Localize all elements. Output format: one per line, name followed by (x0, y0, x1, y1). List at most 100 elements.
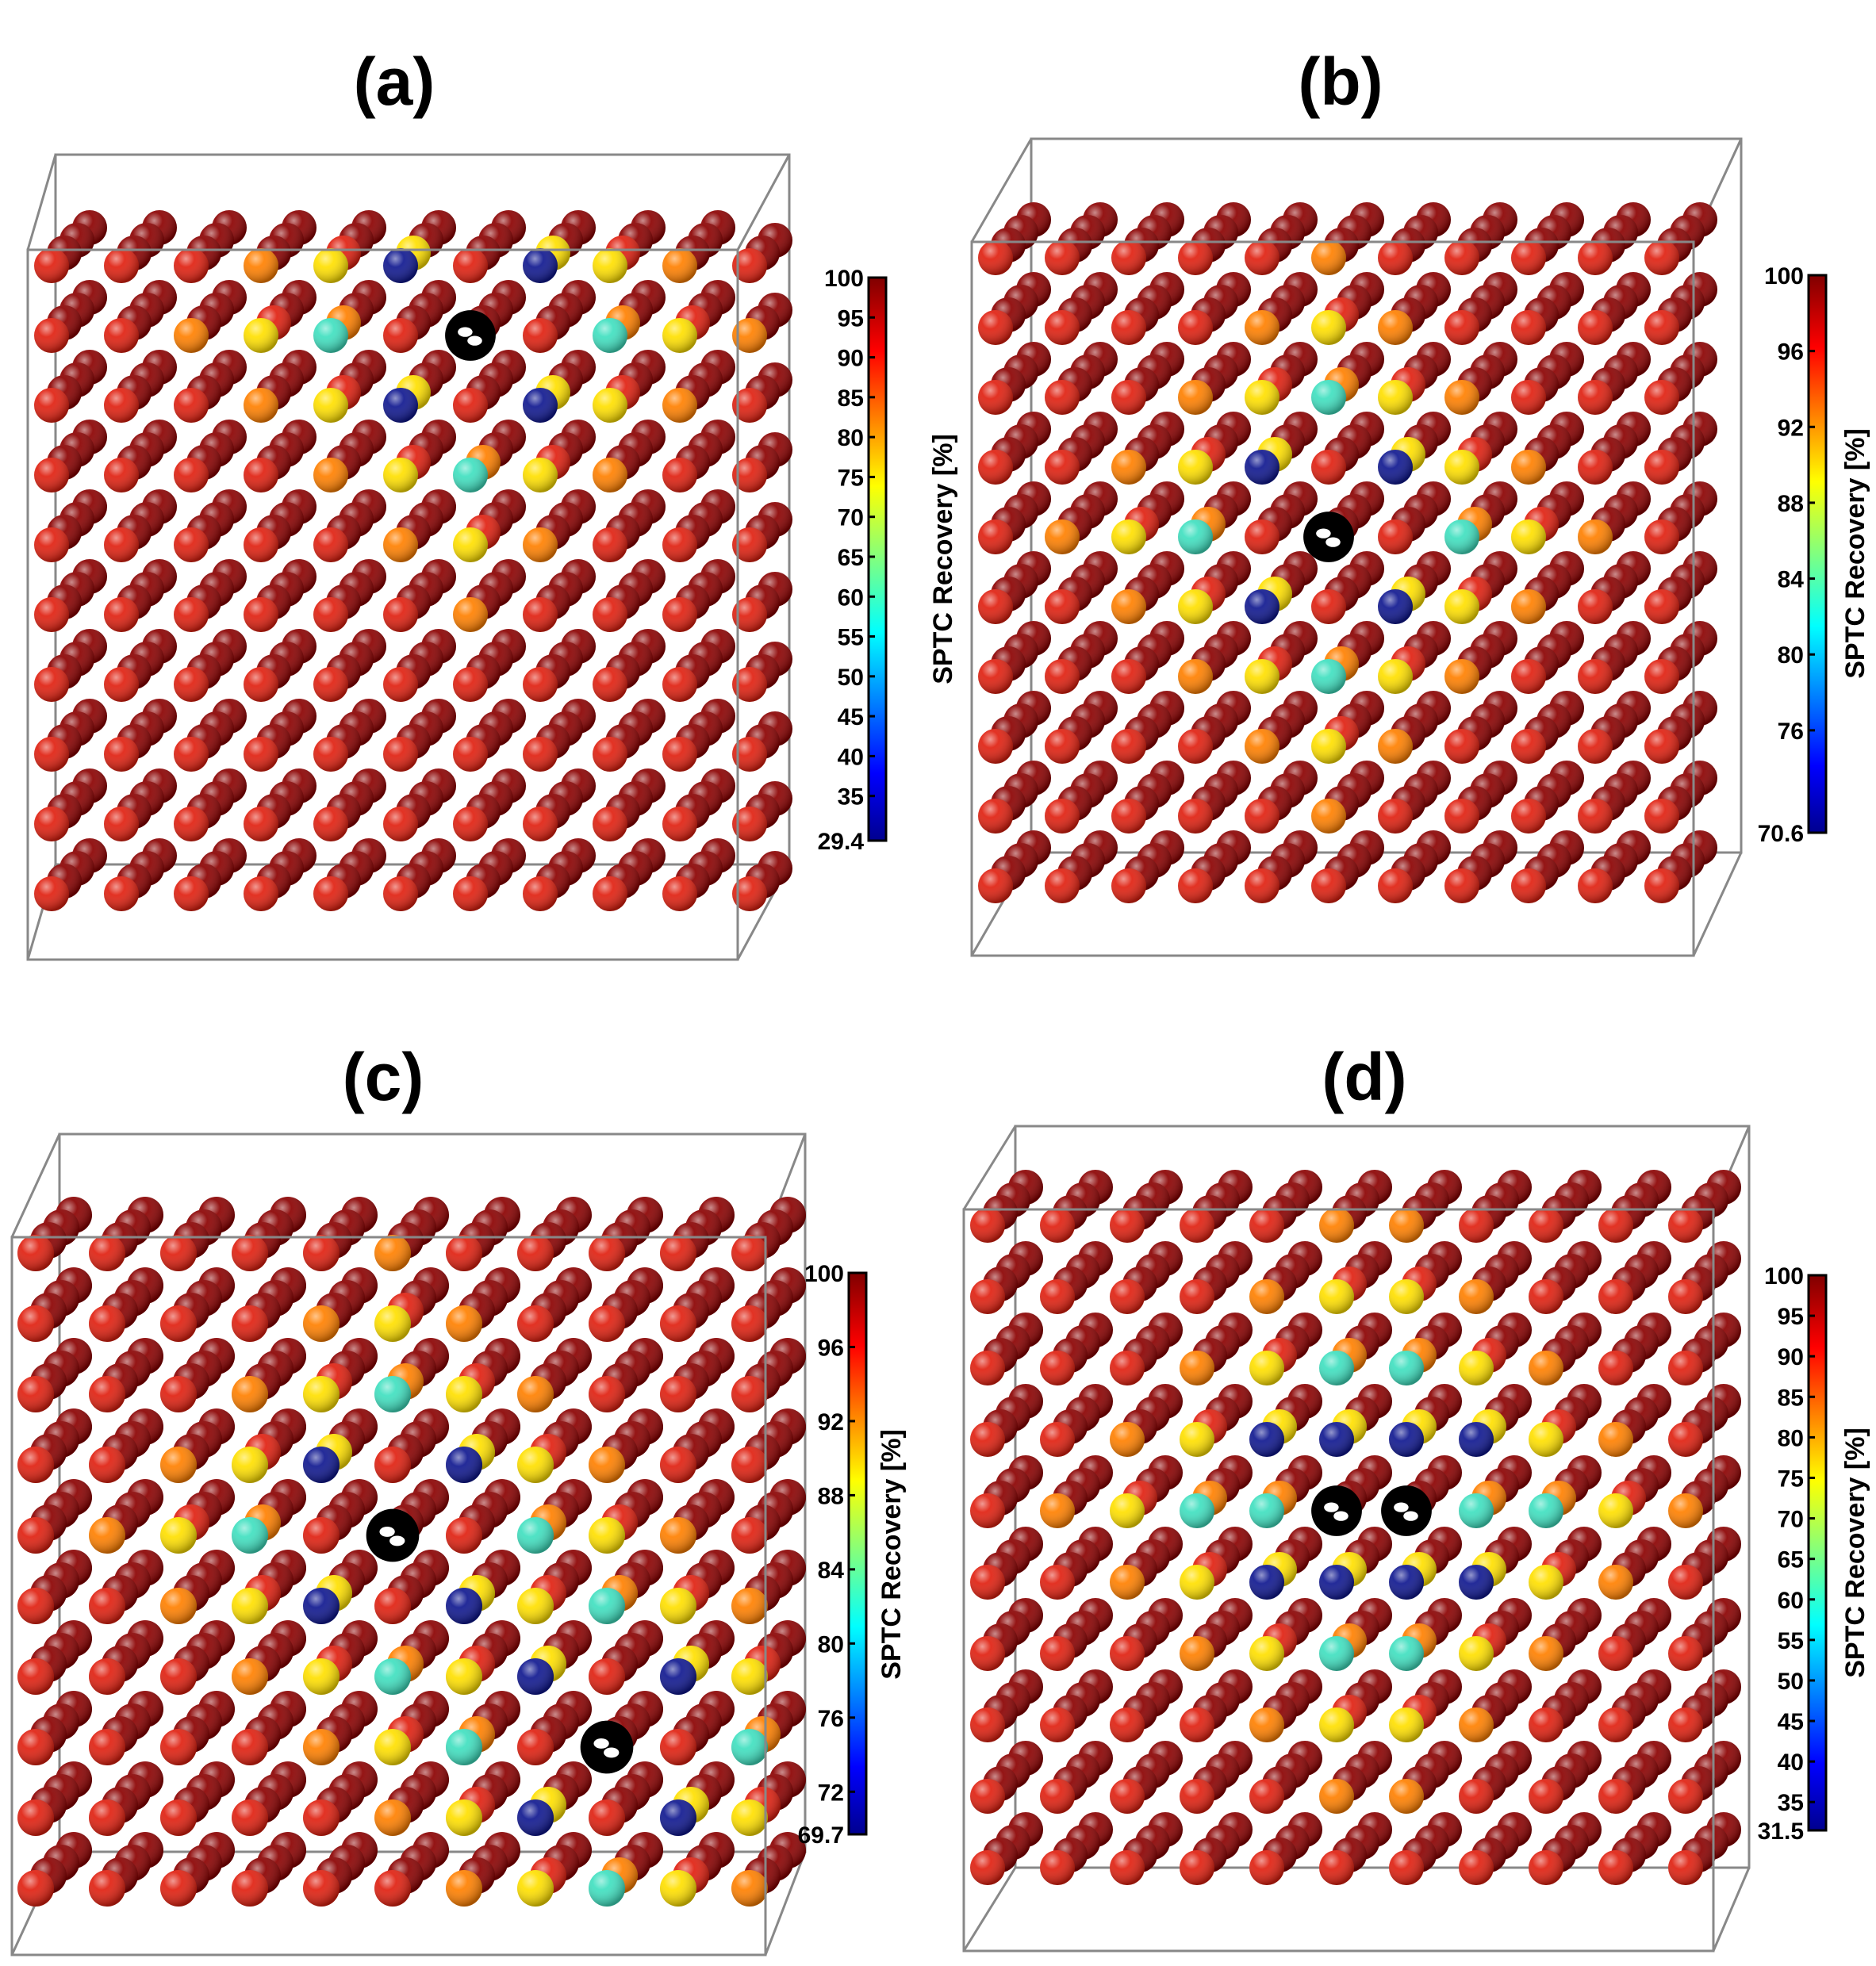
atom-shading (593, 807, 627, 841)
atom-shading (1389, 1208, 1424, 1243)
atom-shading (1110, 1422, 1145, 1457)
atom-shading (662, 667, 697, 702)
atom-shading (374, 1870, 411, 1907)
atom-shading (1045, 450, 1080, 485)
panel-title-c: (c) (342, 1040, 424, 1114)
atom-shading (160, 1658, 197, 1695)
atom-shading (732, 876, 767, 911)
atom-shading (174, 458, 209, 492)
atom-shading (593, 458, 627, 492)
atom-shading (1378, 450, 1413, 485)
atom-shading (89, 1658, 125, 1695)
atom-shading (1578, 519, 1613, 554)
atom-shading (589, 1305, 625, 1342)
colorbar-tick-label: 35 (838, 784, 864, 811)
atom-shading (731, 1517, 768, 1554)
atom-shading (1311, 659, 1346, 694)
atom-shading (1110, 1565, 1145, 1600)
atom-shading (174, 388, 209, 423)
atom-shading (374, 1376, 411, 1412)
colorbar-d-label: SPTC Recovery [%] (1840, 1428, 1870, 1678)
atom-shading (593, 318, 627, 353)
atom-shading (1578, 380, 1613, 415)
atom-shading (523, 248, 558, 283)
atom-shading (1459, 1351, 1494, 1385)
atom-shading (232, 1658, 268, 1695)
atom-shading (104, 737, 139, 772)
atom-shading (1180, 1208, 1214, 1243)
atom-shading (1459, 1208, 1494, 1243)
atom-shading (374, 1305, 411, 1342)
atom-shading (1444, 380, 1479, 415)
atom-shading (1045, 380, 1080, 415)
atom-shading (89, 1729, 125, 1765)
colorbar-tick-label: 100 (1764, 263, 1804, 289)
panel-c (10, 1132, 807, 1956)
atom-shading (970, 1208, 1005, 1243)
defect-highlight (1324, 1502, 1339, 1512)
atom-shading (1578, 450, 1613, 485)
atom-shading (731, 1870, 768, 1907)
colorbar-tick-label: 88 (818, 1483, 844, 1509)
atom-shading (731, 1729, 768, 1765)
atom-shading (1378, 729, 1413, 764)
atom-shading (662, 737, 697, 772)
atom-shading (593, 248, 627, 283)
atom-shading (160, 1517, 197, 1554)
atom-shading (89, 1588, 125, 1624)
atom-shading (1245, 380, 1279, 415)
panel-title-d: (d) (1322, 1040, 1407, 1114)
colorbar-tick-label: 75 (838, 465, 864, 491)
colorbar-tick-label: 96 (818, 1335, 844, 1361)
colorbar-tick-label: 75 (1778, 1466, 1804, 1492)
atom-shading (731, 1376, 768, 1412)
atom-shading (89, 1305, 125, 1342)
atom-shading (1378, 589, 1413, 624)
defect-highlight (389, 1535, 405, 1546)
atom-shading (1110, 1779, 1145, 1814)
atom-shading (1378, 799, 1413, 834)
atom-shading (1511, 589, 1546, 624)
colorbar-tick-label: 50 (1778, 1669, 1804, 1695)
panel-title-a: (a) (353, 44, 435, 119)
atom-shading (453, 737, 488, 772)
atom-shading (1178, 310, 1213, 345)
atom-shading (1249, 1779, 1284, 1814)
colorbar-c: 100 96 92 88 84 80 76 72 69.7 SPTC Recovery [%] (798, 1261, 907, 1849)
atom-shading (446, 1447, 482, 1483)
atom-shading (1110, 1850, 1145, 1885)
atom-shading (589, 1799, 625, 1836)
atom-shading (732, 737, 767, 772)
atom-shading (1644, 868, 1679, 903)
atom-shading (303, 1447, 340, 1483)
box-front-face (26, 248, 739, 961)
atom-shading (1319, 1636, 1354, 1671)
atom-shading (446, 1305, 482, 1342)
atom-shading (1578, 868, 1613, 903)
atom-shading (1178, 799, 1213, 834)
atom-shading (313, 458, 348, 492)
atom-shading (1444, 799, 1479, 834)
colorbar-a: 100 95 90 85 80 75 70 65 60 55 50 45 40 35 29.4 SPTC R… (818, 266, 958, 855)
defect-highlight (1316, 528, 1331, 538)
atom-shading (1511, 310, 1546, 345)
atom-shading (523, 597, 558, 632)
atom-shading (1389, 1565, 1424, 1600)
atom-shading (1245, 868, 1279, 903)
atom-shading (174, 876, 209, 911)
atom-shading (160, 1447, 197, 1483)
colorbar-tick-label: 92 (818, 1409, 844, 1435)
colorbar-tick-label: 88 (1778, 491, 1804, 517)
atom-shading (1249, 1636, 1284, 1671)
atom-shading (1459, 1779, 1494, 1814)
atom-shading (593, 737, 627, 772)
atom-shading (34, 876, 69, 911)
atom-shading (1444, 240, 1479, 275)
colorbar-tick-label: 72 (818, 1780, 844, 1806)
atom-shading (731, 1658, 768, 1695)
atom-shading (1389, 1707, 1424, 1742)
colorbar-tick-label: 80 (1778, 1425, 1804, 1451)
atom-shading (244, 597, 278, 632)
atom-shading (970, 1565, 1005, 1600)
